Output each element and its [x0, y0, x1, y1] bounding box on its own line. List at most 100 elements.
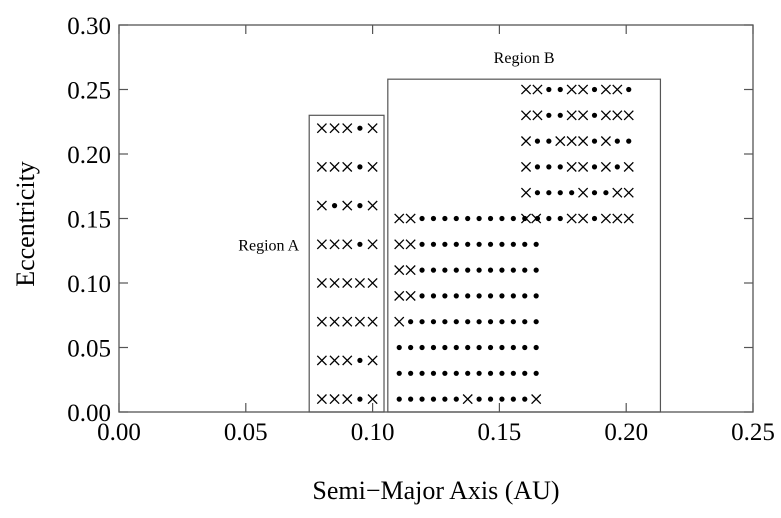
- dot-point: [408, 396, 414, 402]
- dot-point: [557, 190, 563, 196]
- dot-point: [357, 357, 363, 363]
- dot-point: [419, 293, 425, 299]
- dot-point: [591, 164, 598, 170]
- cross-point: [520, 136, 532, 147]
- dot-point: [533, 267, 539, 273]
- cross-point: [566, 213, 577, 224]
- dot-point: [419, 267, 425, 273]
- cross-point: [342, 277, 353, 289]
- dot-point: [522, 344, 528, 351]
- cross-point: [329, 161, 340, 172]
- dot-point: [534, 190, 541, 196]
- dot-point: [499, 241, 505, 247]
- dot-point: [626, 138, 632, 144]
- cross-point: [316, 123, 327, 134]
- cross-point: [342, 200, 353, 211]
- cross-point: [566, 161, 577, 172]
- dot-point: [510, 215, 516, 222]
- dot-point: [357, 241, 363, 247]
- dot-point: [546, 138, 552, 144]
- dot-point: [408, 344, 414, 351]
- y-tick-label: 0.20: [67, 142, 111, 169]
- cross-point: [405, 265, 416, 276]
- y-axis-ticks: 0.00 0.05 0.10 0.15 0.20 0.25 0.30: [67, 13, 753, 427]
- dot-point: [533, 344, 539, 351]
- cross-point: [578, 213, 589, 224]
- dot-point: [476, 241, 482, 247]
- cross-point: [316, 277, 327, 289]
- cross-point: [329, 316, 340, 327]
- dot-point: [476, 293, 482, 299]
- y-tick-label: 0.25: [67, 78, 111, 105]
- cross-point: [394, 213, 405, 224]
- dot-point: [430, 396, 437, 402]
- cross-point: [600, 110, 611, 121]
- dot-point: [430, 370, 437, 376]
- cross-point: [578, 136, 589, 147]
- dot-point: [487, 241, 494, 247]
- cross-point: [600, 84, 611, 95]
- dot-point: [453, 370, 459, 376]
- cross-point: [566, 84, 577, 95]
- dot-point: [487, 267, 494, 273]
- cross-point: [623, 161, 634, 172]
- cross-point: [354, 277, 365, 289]
- region-label: Region B: [494, 50, 555, 67]
- dot-point: [442, 215, 448, 222]
- dot-point: [442, 241, 448, 247]
- cross-point: [578, 110, 589, 121]
- cross-point: [520, 213, 532, 224]
- x-tick-label: 0.05: [224, 419, 268, 446]
- y-tick-label: 0.10: [67, 271, 111, 298]
- cross-point: [578, 161, 589, 172]
- cross-point: [612, 110, 623, 121]
- dot-point: [533, 241, 539, 247]
- dot-point: [499, 370, 505, 376]
- cross-point: [329, 355, 340, 366]
- dot-point: [476, 370, 482, 376]
- cross-point: [520, 161, 532, 172]
- cross-point: [600, 161, 611, 172]
- dot-point: [430, 319, 437, 325]
- dot-point: [591, 215, 598, 222]
- y-tick-label: 0.00: [67, 400, 111, 427]
- dot-point: [442, 344, 448, 351]
- dot-point: [453, 396, 459, 402]
- x-tick-label: 0.00: [97, 419, 141, 446]
- cross-point: [367, 394, 378, 405]
- cross-point: [316, 316, 327, 327]
- dot-point: [522, 215, 528, 222]
- dot-point: [430, 215, 437, 222]
- dot-point: [522, 241, 528, 247]
- y-tick-label: 0.15: [67, 207, 111, 234]
- x-tick-label: 0.10: [351, 419, 395, 446]
- cross-point: [405, 213, 416, 224]
- cross-point: [367, 277, 378, 289]
- cross-point: [342, 161, 353, 172]
- dot-point: [546, 215, 552, 222]
- dot-point: [510, 293, 516, 299]
- dot-point: [534, 164, 541, 170]
- cross-point: [394, 316, 405, 327]
- cross-point: [316, 161, 327, 172]
- dot-point: [396, 344, 402, 351]
- dot-point: [453, 215, 459, 222]
- cross-point: [600, 213, 611, 224]
- cross-point: [354, 316, 365, 327]
- dot-point: [626, 86, 632, 93]
- cross-point: [316, 355, 327, 366]
- dot-point: [533, 319, 539, 325]
- y-tick-label: 0.05: [67, 336, 111, 363]
- dot-point: [465, 241, 471, 247]
- dot-point: [465, 215, 471, 222]
- dot-point: [396, 396, 402, 402]
- dot-point: [533, 293, 539, 299]
- dot-point: [510, 319, 516, 325]
- points-layer: [316, 84, 634, 405]
- dot-point: [419, 396, 425, 402]
- dot-point: [522, 396, 528, 402]
- dot-point: [465, 370, 471, 376]
- cross-point: [405, 290, 416, 301]
- cross-point: [623, 187, 634, 198]
- dot-point: [510, 370, 516, 376]
